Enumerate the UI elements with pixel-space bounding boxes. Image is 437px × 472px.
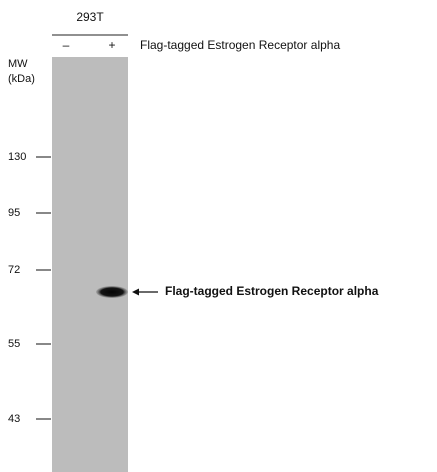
- mw-marker-label: 55: [8, 338, 20, 350]
- mw-marker-label: 130: [8, 151, 26, 163]
- lane-label: +: [108, 38, 115, 52]
- gel-lane-area: [52, 57, 128, 472]
- treatment-label: Flag-tagged Estrogen Receptor alpha: [140, 38, 340, 52]
- protein-band: [96, 286, 128, 298]
- mw-marker-label: 95: [8, 207, 20, 219]
- lane-label: –: [63, 38, 70, 52]
- band-arrow-head: [132, 289, 139, 296]
- cell-line-label: 293T: [76, 10, 104, 24]
- mw-title: MW: [8, 58, 28, 70]
- mw-marker-label: 43: [8, 413, 20, 425]
- band-label: Flag-tagged Estrogen Receptor alpha: [165, 284, 379, 298]
- mw-marker-label: 72: [8, 264, 20, 276]
- mw-markers: 130 95 72 55 43: [8, 151, 51, 425]
- mw-title: (kDa): [8, 73, 35, 85]
- blot-figure: 293T – + Flag-tagged Estrogen Receptor a…: [0, 0, 437, 472]
